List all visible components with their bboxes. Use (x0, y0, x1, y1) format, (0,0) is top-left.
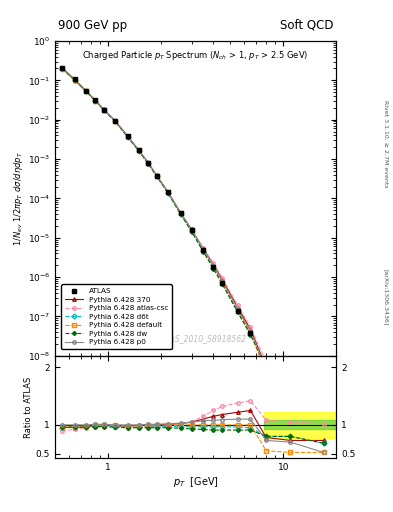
Text: 900 GeV pp: 900 GeV pp (58, 18, 127, 32)
Text: Charged Particle $p_T$ Spectrum ($N_{ch}$ > 1, $p_T$ > 2.5 GeV): Charged Particle $p_T$ Spectrum ($N_{ch}… (83, 49, 309, 62)
Y-axis label: $1/N_{ev}$ $1/2\pi p_T$ $d\sigma/d\eta dp_T$: $1/N_{ev}$ $1/2\pi p_T$ $d\sigma/d\eta d… (12, 151, 25, 246)
Text: ATLAS_2010_S8918562: ATLAS_2010_S8918562 (156, 334, 246, 343)
Y-axis label: Ratio to ATLAS: Ratio to ATLAS (24, 376, 33, 438)
Text: Rivet 3.1.10, ≥ 2.7M events: Rivet 3.1.10, ≥ 2.7M events (383, 99, 388, 187)
Bar (264, 412, 336, 438)
X-axis label: $p_T$  [GeV]: $p_T$ [GeV] (173, 475, 219, 489)
Text: [arXiv:1306.3436]: [arXiv:1306.3436] (383, 269, 388, 325)
Text: Soft QCD: Soft QCD (280, 18, 333, 32)
Legend: ATLAS, Pythia 6.428 370, Pythia 6.428 atlas-csc, Pythia 6.428 d6t, Pythia 6.428 : ATLAS, Pythia 6.428 370, Pythia 6.428 at… (61, 284, 172, 349)
Bar (264, 420, 336, 430)
